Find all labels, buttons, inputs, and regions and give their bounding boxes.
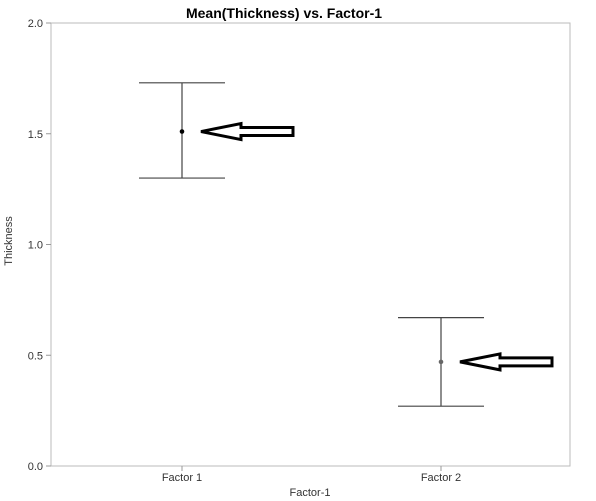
annotation-arrow xyxy=(459,352,554,372)
annotation-arrow xyxy=(200,121,295,142)
plot-frame xyxy=(50,22,571,467)
x-axis-label: Factor-1 xyxy=(290,487,331,499)
x-tick-label: Factor 1 xyxy=(162,472,202,484)
y-tick-label: 1.0 xyxy=(28,240,43,252)
mean-point xyxy=(438,359,444,365)
y-axis-label: Thickness xyxy=(3,216,15,266)
plot-marks xyxy=(139,82,554,407)
x-axis: Factor 1 Factor 2 xyxy=(162,466,461,484)
y-tick-label: 2.0 xyxy=(28,18,43,30)
y-axis: 0.0 0.5 1.0 1.5 2.0 xyxy=(28,18,51,473)
chart-title: Mean(Thickness) vs. Factor-1 xyxy=(186,5,382,21)
mean-point xyxy=(179,129,185,134)
y-tick-label: 0.0 xyxy=(28,461,43,473)
x-tick-label: Factor 2 xyxy=(421,472,461,484)
y-tick-label: 0.5 xyxy=(28,350,43,362)
y-tick-label: 1.5 xyxy=(28,129,43,141)
